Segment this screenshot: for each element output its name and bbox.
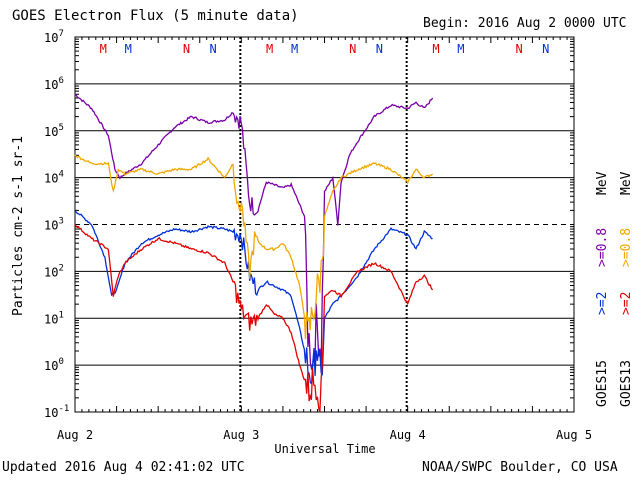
x-tick-label: Aug 3 [223, 428, 259, 442]
series-lines [74, 93, 434, 413]
series-line-goes13_ge08 [74, 154, 434, 340]
mn-marker: M [457, 42, 464, 56]
legend-goes15: GOES15 >=2 >=0.8 MeV [595, 171, 610, 407]
mn-marker: N [515, 42, 522, 56]
y-tick-label: 10-1 [44, 404, 69, 420]
legend-goes13-ge2: >=2 [619, 292, 634, 315]
y-tick-label: 101 [44, 310, 64, 326]
x-tick-labels: Aug 2 Aug 3 Aug 4 Aug 5 [57, 428, 592, 442]
y-tick-label: 103 [44, 217, 64, 233]
mn-marker: M [432, 42, 439, 56]
y-tick-label: 105 [44, 123, 64, 139]
mn-marker: M [291, 42, 298, 56]
credit-text: NOAA/SWPC Boulder, CO USA [422, 460, 618, 475]
legend-goes15-ge08: >=0.8 [595, 228, 610, 267]
legend-goes15-mev: MeV [595, 171, 610, 195]
mn-marker: M [125, 42, 132, 56]
grid-lines [75, 37, 574, 412]
mn-marker: N [183, 42, 190, 56]
mn-marker: M [100, 42, 107, 56]
mn-marker: N [349, 42, 356, 56]
chart-title: GOES Electron Flux (5 minute data) [12, 8, 299, 24]
legend-goes13-sat: GOES13 [619, 360, 634, 407]
series-line-goes15_ge08 [74, 93, 434, 370]
series-line-goes15_ge2 [74, 210, 433, 386]
legend-goes13: GOES13 >=2 >=0.8 MeV [619, 171, 634, 407]
x-tick-label: Aug 2 [57, 428, 93, 442]
legend-goes15-ge2: >=2 [595, 292, 610, 315]
begin-time: Begin: 2016 Aug 2 0000 UTC [423, 16, 627, 31]
y-tick-label: 106 [44, 76, 64, 92]
mn-marker: N [209, 42, 216, 56]
legend-goes15-sat: GOES15 [595, 360, 610, 407]
series-line-goes13_ge2 [74, 223, 434, 413]
y-tick-label: 107 [44, 29, 64, 45]
legend-goes13-ge08: >=0.8 [619, 228, 634, 267]
y-tick-label: 104 [44, 170, 64, 186]
y-tick-labels: 10-1 100 101 102 103 104 105 106 107 [44, 29, 69, 420]
x-tick-label: Aug 5 [556, 428, 592, 442]
y-tick-label: 102 [44, 263, 64, 279]
mn-marker: M [266, 42, 273, 56]
updated-timestamp: Updated 2016 Aug 4 02:41:02 UTC [2, 460, 245, 475]
y-tick-label: 100 [44, 357, 64, 373]
mn-marker: N [376, 42, 383, 56]
x-tick-label: Aug 4 [390, 428, 426, 442]
mn-marker: N [542, 42, 549, 56]
legend-goes13-mev: MeV [619, 171, 634, 195]
x-axis-label: Universal Time [274, 442, 375, 456]
y-axis-label: Particles cm-2 s-1 sr-1 [11, 136, 26, 316]
